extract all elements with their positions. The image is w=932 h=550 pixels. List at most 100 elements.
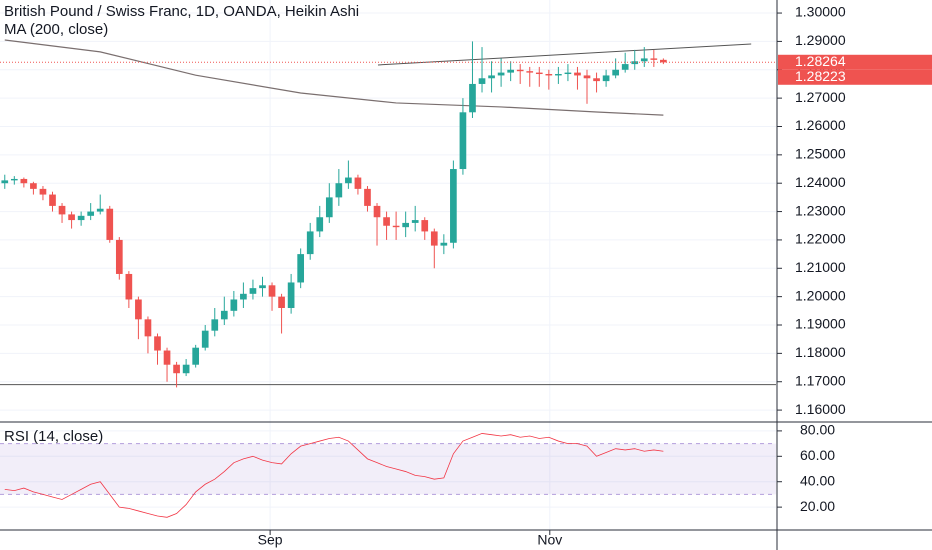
rsi-line	[4, 433, 664, 518]
rsi-legend: RSI (14, close)	[4, 428, 103, 445]
candle-body	[201, 330, 209, 348]
candle-body	[507, 69, 514, 73]
candle-body	[20, 178, 28, 184]
price-label-box	[778, 69, 932, 85]
candle-body	[373, 205, 381, 218]
candle-body	[316, 217, 324, 232]
candle-body	[345, 177, 352, 184]
y-tick-label: 60.00	[800, 447, 835, 463]
y-tick-label: 1.18000	[795, 344, 846, 360]
candle-body	[440, 242, 448, 246]
candle-body	[30, 183, 37, 189]
candle-body	[411, 220, 419, 223]
price-label: 1.28223	[795, 68, 846, 84]
candle-body	[478, 78, 486, 84]
candle-body	[87, 211, 95, 216]
candle-body	[402, 222, 409, 228]
candle-body	[459, 112, 467, 170]
candle-body	[49, 194, 56, 206]
candle-body	[631, 61, 639, 65]
candle-body	[364, 188, 371, 206]
candle-body	[297, 254, 305, 283]
y-tick-label: 1.20000	[795, 287, 846, 303]
price-label-box	[778, 54, 932, 70]
candle-body	[640, 58, 648, 62]
ma-legend: MA (200, close)	[4, 21, 108, 38]
candle-body	[259, 285, 266, 289]
candle-body	[39, 188, 47, 195]
candle-body	[497, 72, 505, 76]
candle-body	[287, 282, 295, 308]
candle-body	[220, 310, 228, 320]
y-tick-label: 1.17000	[795, 372, 846, 388]
y-tick-label: 80.00	[800, 422, 835, 438]
candle-body	[173, 364, 180, 374]
chart-title: British Pound / Swiss Franc, 1D, OANDA, …	[4, 3, 359, 20]
y-tick-label: 1.29000	[795, 32, 846, 48]
y-tick-label: 1.30000	[795, 4, 846, 20]
candle-body	[392, 225, 400, 228]
rsi-band	[0, 443, 776, 495]
candle-body	[335, 183, 343, 198]
candle-body	[383, 217, 390, 226]
candle-body	[469, 83, 476, 113]
y-tick-label: 1.24000	[795, 174, 846, 190]
candle-body	[154, 336, 161, 351]
y-tick-label: 1.27000	[795, 89, 846, 105]
candle-body	[564, 72, 572, 75]
candle-body	[430, 231, 438, 246]
y-tick-label: 20.00	[800, 498, 835, 514]
candle-body	[488, 75, 495, 79]
candle-body	[602, 75, 610, 82]
candle-body	[192, 347, 200, 365]
candle-body	[325, 197, 333, 218]
y-tick-label: 1.25000	[795, 146, 846, 162]
candle-body	[249, 288, 257, 294]
candle-body	[125, 273, 133, 300]
candle-body	[593, 78, 600, 82]
y-tick-label: 40.00	[800, 472, 835, 488]
y-tick-label: 1.21000	[795, 259, 846, 275]
candle-body	[545, 74, 553, 76]
y-tick-label: 1.19000	[795, 316, 846, 332]
candle-body	[421, 220, 429, 232]
candle-body	[68, 214, 75, 221]
candle-body	[516, 69, 524, 72]
candle-body	[354, 177, 362, 189]
candle-body	[10, 178, 18, 181]
candle-body	[526, 71, 534, 73]
x-tick-label: Sep	[258, 532, 283, 548]
candle-body	[163, 350, 171, 365]
candle-body	[1, 180, 9, 184]
candle-body	[115, 239, 123, 274]
candle-body	[144, 319, 152, 337]
candle-body	[96, 208, 104, 212]
y-tick-label: 1.26000	[795, 117, 846, 133]
candle-body	[240, 293, 247, 300]
candle-body	[230, 299, 238, 311]
candle-body	[135, 299, 142, 320]
ma-line	[4, 39, 664, 116]
candle-body	[77, 215, 85, 221]
candle-body	[278, 296, 285, 308]
trend-line	[377, 43, 752, 66]
candle-body	[535, 72, 543, 75]
candle-body	[650, 58, 658, 60]
candle-body	[612, 69, 619, 76]
candle-body	[182, 364, 190, 374]
candle-body	[268, 285, 276, 297]
candle-body	[660, 59, 667, 63]
y-tick-label: 1.16000	[795, 401, 846, 417]
candle-body	[58, 205, 66, 215]
candle-body	[106, 208, 114, 240]
candle-body	[211, 319, 219, 331]
candle-body	[555, 74, 562, 76]
candle-body	[583, 75, 591, 79]
candle-body	[621, 64, 629, 70]
y-tick-label: 1.23000	[795, 202, 846, 218]
candle-body	[306, 231, 314, 255]
candle-body	[450, 169, 457, 243]
candle-body	[574, 72, 581, 76]
price-label: 1.28264	[795, 53, 846, 69]
